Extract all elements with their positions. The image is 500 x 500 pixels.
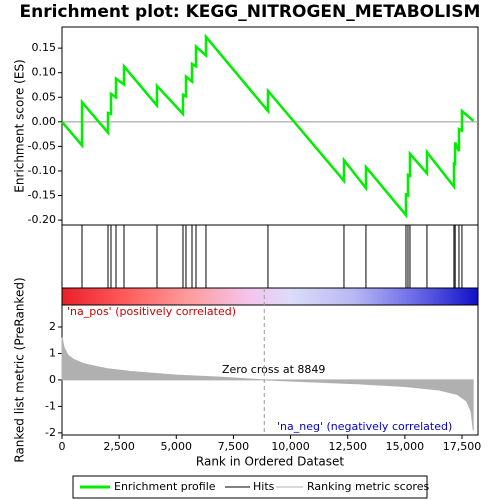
legend-label: Ranking metric scores (307, 480, 429, 493)
x-tick-label: 2,500 (103, 440, 135, 453)
y-tick-label: -0.20 (28, 213, 56, 226)
x-tick-label: 7,500 (218, 440, 250, 453)
x-tick-label: 0 (59, 440, 66, 453)
enrichment-profile (61, 33, 475, 219)
legend-label: Enrichment profile (114, 480, 216, 493)
y-tick-label: 1 (49, 346, 56, 359)
color-bar (62, 288, 478, 305)
es-axis-label: Enrichment score (ES) (13, 59, 27, 192)
y-tick-label: -2 (45, 426, 56, 439)
metric-area (61, 337, 474, 431)
legend: Enrichment profile Hits Ranking metric s… (72, 475, 429, 499)
y-tick-label: 0.10 (32, 66, 57, 79)
x-axis-label: Rank in Ordered Dataset (196, 455, 344, 469)
y-tick-label: 0 (49, 373, 56, 386)
x-tick-label: 10,000 (271, 440, 310, 453)
x-tick-label: 5,000 (161, 440, 193, 453)
y-tick-label: 2 (49, 320, 56, 333)
x-tick-label: 17,500 (443, 440, 482, 453)
metric-axis-label: Ranked list metric (PreRanked) (13, 277, 27, 462)
y-tick-label: -0.10 (28, 164, 56, 177)
neg-label: 'na_neg' (negatively correlated) (277, 420, 452, 433)
y-tick-label: -0.05 (28, 139, 56, 152)
y-tick-label: 0.05 (32, 90, 57, 103)
chart-title: Enrichment plot: KEGG_NITROGEN_METABOLIS… (20, 2, 481, 22)
y-tick-label: 0.00 (32, 115, 57, 128)
zero-cross-label: Zero cross at 8849 (222, 363, 325, 376)
x-tick-label: 15,000 (386, 440, 425, 453)
frame (61, 26, 479, 436)
x-tick-label: 12,500 (328, 440, 367, 453)
pos-label: 'na_pos' (positively correlated) (67, 305, 236, 318)
y-tick-label: -0.15 (28, 189, 56, 202)
legend-label: Hits (253, 480, 275, 493)
y-tick-label: 0.15 (32, 41, 57, 54)
y-tick-label: -1 (45, 399, 56, 412)
